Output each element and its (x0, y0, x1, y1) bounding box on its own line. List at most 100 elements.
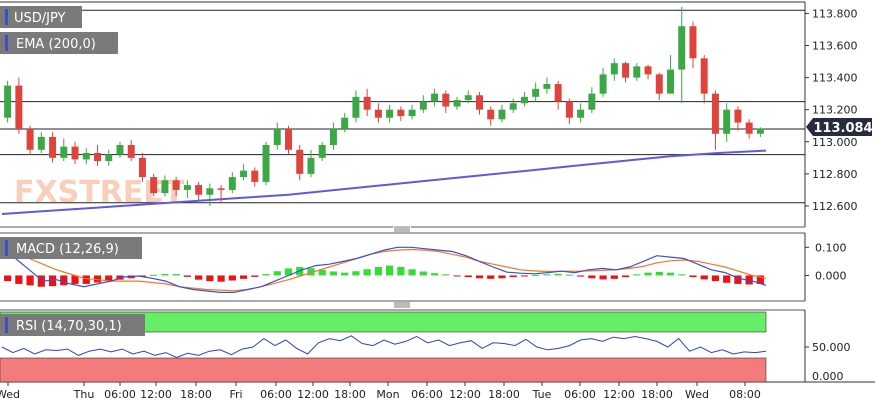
price-tick-label-5: 112.800 (812, 168, 858, 181)
candle-7 (82, 148, 90, 165)
candle-24 (273, 122, 281, 150)
time-tick-label-1: Thu (73, 388, 95, 401)
time-tick-label-11: 12:00 (449, 388, 481, 401)
current-price-label: 113.084 (813, 121, 872, 136)
candle-16 (183, 180, 191, 198)
price-tick-label-6: 112.600 (812, 200, 858, 213)
macd-hist-bar-62 (700, 275, 708, 280)
macd-hist-bar-17 (195, 275, 203, 280)
time-tick-label-6: 06:00 (260, 388, 292, 401)
macd-hist-bar-15 (172, 274, 180, 276)
candle-35 (397, 106, 405, 121)
time-tick-label-16: 18:00 (641, 388, 673, 401)
macd-badge[interactable]: MACD (12,26,9) (0, 237, 142, 259)
macd-hist-bar-48 (543, 274, 551, 276)
rsi-badge[interactable]: RSI (14,70,30,1) (0, 314, 145, 336)
macd-hist-bar-34 (386, 265, 394, 276)
macd-hist-bar-60 (678, 274, 686, 276)
macd-hist-bar-31 (352, 271, 360, 276)
candle-19 (217, 185, 225, 203)
candle-4 (49, 132, 57, 163)
candle-42 (476, 92, 483, 115)
macd-hist-bar-5 (60, 275, 68, 286)
candle-2 (26, 125, 34, 155)
macd-hist-bar-22 (251, 275, 259, 277)
rsi-tick-label-1: 0.000 (812, 370, 844, 383)
candle-10 (116, 141, 124, 158)
candle-9 (105, 149, 113, 166)
price-tick-label-2: 113.400 (812, 72, 858, 85)
candle-31 (352, 90, 360, 123)
rsi-oversold-zone (0, 357, 767, 383)
macd-hist-bar-0 (4, 275, 12, 282)
macd-hist-bar-13 (150, 274, 158, 276)
macd-line (1, 246, 767, 293)
macd-histogram (4, 265, 764, 287)
candle-52 (588, 87, 596, 113)
candle-66 (745, 119, 753, 139)
macd-lines (1, 246, 767, 293)
candle-46 (520, 92, 528, 107)
macd-tick-label-1: 0.000 (815, 269, 847, 282)
macd-hist-bar-16 (183, 275, 191, 277)
time-tick-label-2: 06:00 (104, 388, 136, 401)
rsi-tick-label-0: 50.000 (812, 341, 851, 354)
macd-hist-bar-49 (554, 273, 562, 276)
candle-49 (554, 80, 562, 110)
candle-44 (498, 104, 506, 123)
macd-hist-bar-65 (734, 275, 742, 284)
macd-hist-bar-51 (577, 275, 585, 277)
macd-hist-bar-57 (644, 272, 652, 276)
current-price-tag: 113.084 (806, 118, 873, 136)
fxstreet-watermark: FXSTREET (14, 175, 185, 210)
symbol-badge-label: USD/JPY (14, 11, 66, 26)
price-tick-label-0: 113.800 (812, 7, 858, 20)
candle-0 (4, 80, 12, 123)
panel-resize-handle-macd[interactable] (393, 226, 411, 232)
macd-hist-bar-6 (71, 275, 79, 284)
macd-hist-bar-27 (307, 268, 315, 276)
candle-14 (161, 175, 169, 197)
price-axis: 113.800 113.600 113.400 113.200 113.000 112.8… (805, 7, 858, 213)
rsi-axis: 50.000 0.000 (805, 341, 851, 383)
macd-hist-bar-56 (633, 274, 641, 276)
price-tick-label-1: 113.600 (812, 40, 858, 53)
candle-65 (734, 106, 742, 131)
time-tick-label-10: 06:00 (411, 388, 443, 401)
candle-17 (195, 181, 203, 202)
symbol-badge[interactable]: USD/JPY (0, 6, 82, 28)
time-tick-label-4: 18:00 (180, 388, 212, 401)
macd-signal-line (1, 246, 767, 292)
ema-badge[interactable]: EMA (200,0) (0, 32, 118, 54)
macd-hist-bar-36 (408, 269, 416, 276)
time-tick-label-17: Wed (685, 388, 709, 401)
candle-28 (318, 141, 326, 162)
time-tick-label-12: 18:00 (488, 388, 520, 401)
macd-hist-bar-63 (711, 275, 720, 282)
candle-3 (37, 132, 45, 154)
candle-27 (307, 149, 315, 178)
candle-15 (172, 177, 180, 197)
ema-200-series (1, 149, 767, 215)
macd-hist-bar-33 (374, 267, 382, 276)
macd-hist-bar-39 (442, 274, 450, 276)
candle-25 (285, 125, 292, 155)
macd-hist-bar-67 (756, 275, 764, 284)
macd-hist-bar-53 (599, 275, 607, 280)
candle-23 (262, 141, 270, 186)
candle-45 (509, 98, 517, 113)
macd-hist-bar-29 (329, 271, 338, 276)
macd-badge-label: MACD (12,26,9) (16, 242, 119, 257)
candle-20 (228, 172, 236, 194)
time-tick-label-18: 08:00 (729, 388, 761, 401)
macd-hist-bar-24 (273, 271, 281, 276)
rsi-line (1, 335, 767, 359)
candle-5 (60, 138, 68, 162)
panel-resize-handle-rsi[interactable] (393, 302, 411, 308)
macd-hist-bar-2 (26, 275, 34, 286)
time-tick-label-0: Wed (0, 388, 20, 401)
candle-34 (386, 104, 394, 123)
candle-61 (689, 21, 697, 68)
time-tick-label-14: 06:00 (564, 388, 596, 401)
